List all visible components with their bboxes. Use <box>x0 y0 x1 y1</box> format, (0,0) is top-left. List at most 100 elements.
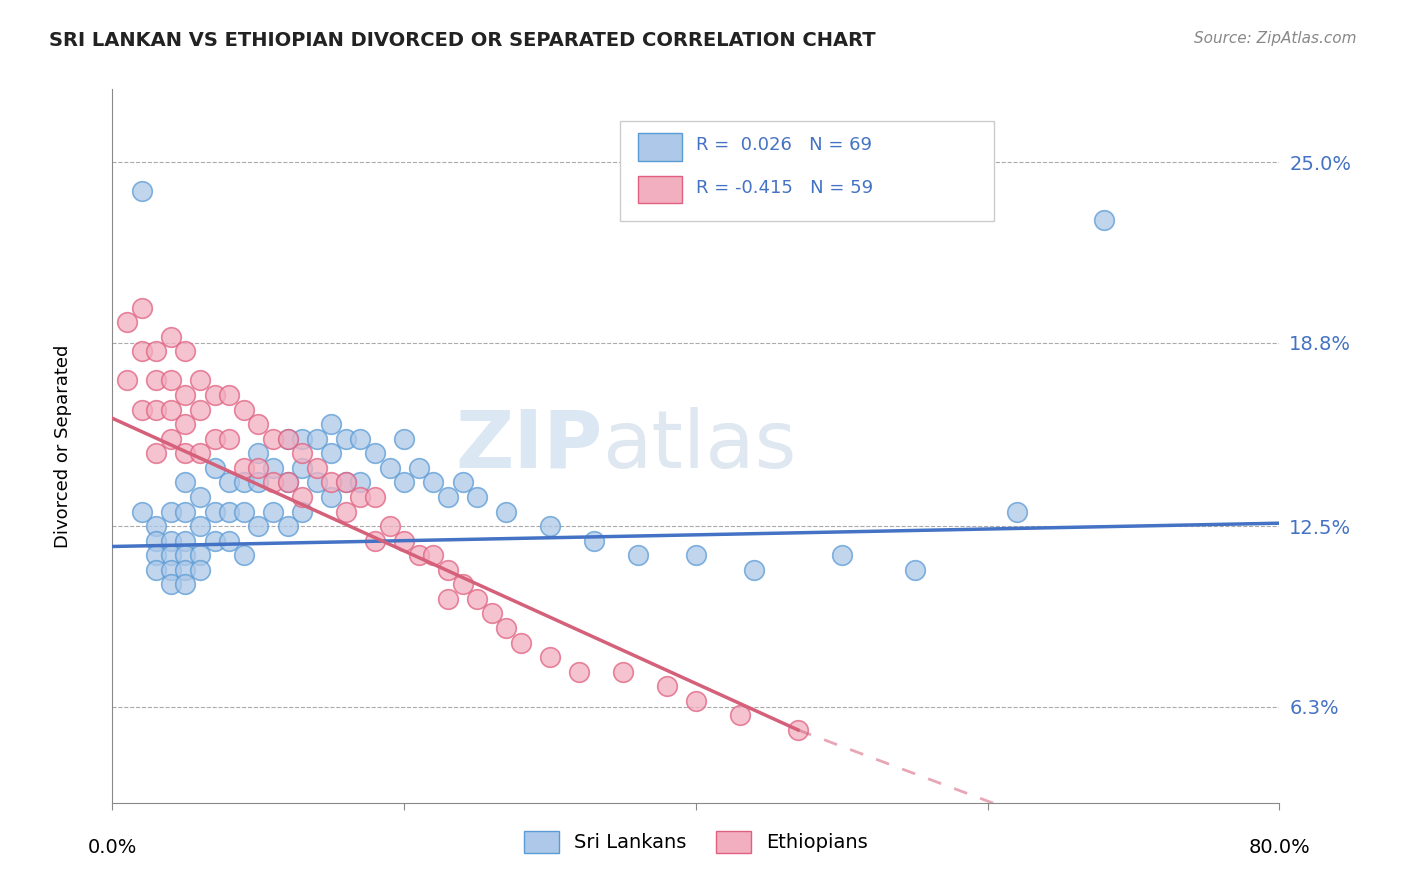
Point <box>232 548 254 562</box>
Point <box>321 490 343 504</box>
Bar <box>638 177 682 203</box>
Point <box>218 388 240 402</box>
Point <box>538 519 561 533</box>
Point <box>204 388 226 402</box>
Point <box>145 548 167 562</box>
Text: 0.0%: 0.0% <box>87 838 138 856</box>
Point <box>160 330 183 344</box>
Point <box>145 446 167 460</box>
Point <box>335 504 357 518</box>
Point <box>160 374 183 388</box>
Point <box>408 460 430 475</box>
Point <box>408 548 430 562</box>
Point <box>262 504 284 518</box>
Text: Divorced or Separated: Divorced or Separated <box>55 344 72 548</box>
Point <box>538 650 561 665</box>
Point <box>145 374 167 388</box>
Point <box>174 577 197 591</box>
Point <box>321 417 343 432</box>
Point <box>174 504 197 518</box>
Point <box>262 475 284 490</box>
Point <box>188 563 211 577</box>
Point <box>291 432 314 446</box>
Point <box>204 432 226 446</box>
Point <box>568 665 591 679</box>
Point <box>465 490 488 504</box>
Point <box>218 533 240 548</box>
Point <box>247 460 270 475</box>
Point <box>291 460 314 475</box>
Point <box>188 402 211 417</box>
Point <box>422 548 444 562</box>
Point <box>218 475 240 490</box>
Point <box>262 432 284 446</box>
Point <box>160 533 183 548</box>
Point <box>160 402 183 417</box>
Point <box>335 475 357 490</box>
Point <box>481 607 503 621</box>
Point <box>232 402 254 417</box>
Point <box>145 563 167 577</box>
Point <box>394 533 416 548</box>
Point <box>291 446 314 460</box>
Point <box>612 665 634 679</box>
Point <box>188 519 211 533</box>
Point <box>276 475 298 490</box>
Point <box>364 490 387 504</box>
Point <box>188 548 211 562</box>
Point <box>115 374 138 388</box>
Point <box>495 621 517 635</box>
Point <box>364 446 387 460</box>
Point <box>582 533 605 548</box>
Point <box>305 432 328 446</box>
Point <box>262 460 284 475</box>
Point <box>160 504 183 518</box>
Point <box>685 548 707 562</box>
Point <box>188 446 211 460</box>
Point <box>437 490 460 504</box>
Point <box>349 475 371 490</box>
Point <box>174 388 197 402</box>
Point <box>174 417 197 432</box>
Point <box>305 460 328 475</box>
Point <box>627 548 650 562</box>
Point <box>218 504 240 518</box>
Point <box>115 315 138 329</box>
Point <box>378 519 401 533</box>
Point <box>728 708 751 723</box>
Point <box>232 460 254 475</box>
Point <box>145 344 167 359</box>
Point <box>232 504 254 518</box>
Point <box>276 519 298 533</box>
Point <box>1005 504 1028 518</box>
Point <box>247 475 270 490</box>
Point <box>685 694 707 708</box>
Point <box>247 417 270 432</box>
Point <box>174 563 197 577</box>
Point <box>131 301 153 315</box>
Point <box>145 402 167 417</box>
Text: atlas: atlas <box>603 407 797 485</box>
Point <box>394 432 416 446</box>
Point <box>831 548 853 562</box>
Legend: Sri Lankans, Ethiopians: Sri Lankans, Ethiopians <box>516 822 876 861</box>
Point <box>349 432 371 446</box>
Point <box>364 533 387 548</box>
Bar <box>638 134 682 161</box>
Point <box>437 563 460 577</box>
Point <box>160 548 183 562</box>
Point <box>321 475 343 490</box>
Point <box>276 475 298 490</box>
Point <box>335 475 357 490</box>
Point <box>451 577 474 591</box>
Point <box>160 432 183 446</box>
Text: R = -0.415   N = 59: R = -0.415 N = 59 <box>696 178 873 196</box>
Point <box>131 184 153 198</box>
Point <box>188 490 211 504</box>
Point <box>145 533 167 548</box>
Point <box>437 591 460 606</box>
Point <box>422 475 444 490</box>
Point <box>509 635 531 649</box>
Point <box>349 490 371 504</box>
Point <box>131 402 153 417</box>
